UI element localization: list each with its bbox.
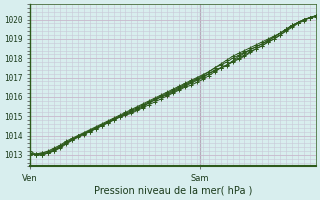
X-axis label: Pression niveau de la mer( hPa ): Pression niveau de la mer( hPa ) [94,186,252,196]
